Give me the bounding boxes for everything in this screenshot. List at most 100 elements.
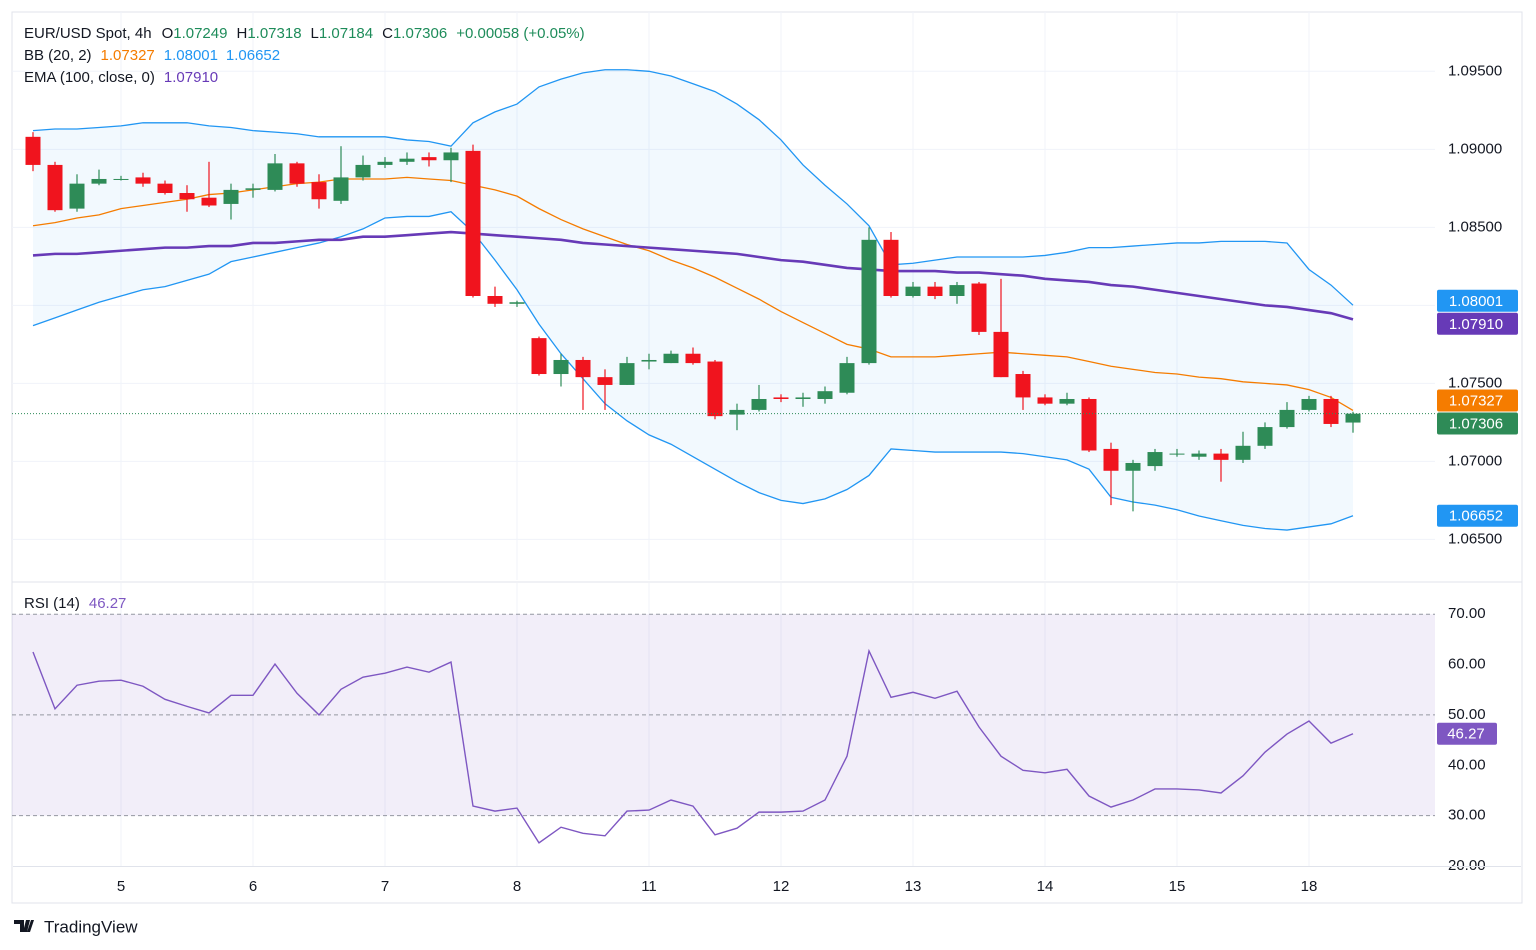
- candle-body: [1213, 453, 1229, 460]
- candle-body: [751, 398, 767, 410]
- candle-body: [1081, 398, 1097, 451]
- rsi-tick-label: 60.00: [1448, 656, 1486, 673]
- candle-body: [267, 163, 283, 190]
- x-tick-label: 6: [249, 878, 257, 895]
- y-tick-label: 1.07500: [1448, 374, 1502, 391]
- open-value: 1.07249: [173, 25, 227, 42]
- change-value: +0.00058 (+0.05%): [456, 25, 584, 42]
- rsi-tick-label: 30.00: [1448, 807, 1486, 824]
- x-tick-label: 12: [773, 878, 790, 895]
- candle-body: [355, 164, 371, 178]
- rsi-tick-label: 70.00: [1448, 605, 1486, 622]
- x-tick-label: 15: [1169, 878, 1186, 895]
- rsi-tag-label: 46.27: [1447, 726, 1485, 743]
- candle-body: [817, 391, 833, 399]
- candle-body: [421, 157, 437, 161]
- candle-body: [135, 177, 151, 184]
- ema-legend: EMA (100, close, 0) 1.07910: [24, 69, 218, 86]
- candle-body: [245, 188, 261, 190]
- rsi-tag: [1437, 722, 1497, 745]
- bb-basis-value: 1.07327: [101, 47, 155, 64]
- x-tick-label: 18: [1301, 878, 1318, 895]
- rsi-line: [32, 648, 1354, 844]
- price-tag: [1437, 504, 1518, 527]
- candle-body: [1323, 398, 1339, 424]
- price-tag-label: 1.07306: [1449, 415, 1503, 432]
- x-tick-label: 8: [513, 878, 521, 895]
- candle-body: [25, 136, 41, 165]
- rsi-value: 46.27: [89, 595, 127, 612]
- candle-body: [157, 183, 173, 194]
- price-tag: [1437, 389, 1518, 412]
- ohlc-label: L: [311, 25, 319, 42]
- y-tick-label: 1.07000: [1448, 452, 1502, 469]
- candle-body: [597, 377, 613, 385]
- ohlc-label: H: [236, 25, 247, 42]
- x-tick-label: 13: [905, 878, 922, 895]
- candle-body: [377, 161, 393, 165]
- x-tick-label: 14: [1037, 878, 1054, 895]
- bb-line: [32, 69, 1354, 306]
- candle-body: [729, 409, 745, 415]
- candle-body: [575, 359, 591, 378]
- candle-body: [795, 397, 811, 399]
- candle-body: [1257, 427, 1273, 446]
- candle-body: [993, 331, 1009, 378]
- rsi-tick-label: 40.00: [1448, 756, 1486, 773]
- y-tick-label: 1.09500: [1448, 62, 1502, 79]
- candle-body: [1015, 374, 1031, 398]
- bb-name: BB (20, 2): [24, 47, 92, 64]
- candle-body: [333, 177, 349, 201]
- x-tick-label: 5: [117, 878, 125, 895]
- candle-body: [179, 193, 195, 200]
- symbol-title: EUR/USD Spot, 4h: [24, 25, 152, 42]
- candle-body: [223, 189, 239, 204]
- bb-legend: BB (20, 2) 1.07327 1.08001 1.06652: [24, 47, 280, 64]
- candle-body: [1059, 398, 1075, 404]
- candle-body: [861, 239, 877, 364]
- candle-body: [927, 286, 943, 296]
- candle-body: [289, 163, 305, 184]
- ohlc-label: C: [382, 25, 393, 42]
- candle-body: [1147, 452, 1163, 467]
- ema-name: EMA (100, close, 0): [24, 69, 155, 86]
- plot-layer: 5 6 7 8 11 12 13 14 15 181.065001.070001.075001.0…: [12, 12, 1521, 895]
- high-value: 1.07318: [247, 25, 301, 42]
- bb-lower-value: 1.06652: [226, 47, 280, 64]
- rsi-tick-label: 50.00: [1448, 706, 1486, 723]
- bb-fill: [33, 69, 1353, 531]
- candle-body: [883, 239, 899, 296]
- candle-body: [1279, 409, 1295, 428]
- candle-body: [641, 359, 657, 362]
- candle-body: [1125, 462, 1141, 471]
- header-ohlc: EUR/USD Spot, 4h O1.07249 H1.07318 L1.07184…: [24, 25, 585, 42]
- x-tick-label: 11: [641, 878, 657, 895]
- low-value: 1.07184: [319, 25, 373, 42]
- candle-body: [311, 182, 327, 200]
- bb-upper-value: 1.08001: [164, 47, 218, 64]
- candle-body: [91, 178, 107, 184]
- candle-body: [1169, 453, 1185, 455]
- candle-body: [773, 397, 789, 399]
- candle-body: [1103, 448, 1119, 471]
- price-tag: [1437, 412, 1518, 435]
- axis-strip: [13, 866, 1521, 867]
- candle-body: [509, 302, 525, 304]
- candle-body: [201, 197, 217, 206]
- candle-body: [399, 158, 415, 162]
- price-tag-label: 1.06652: [1449, 508, 1503, 525]
- logo-icon: [14, 920, 34, 932]
- candle-body: [47, 164, 63, 211]
- candle-body: [443, 152, 459, 161]
- candle-body: [663, 353, 679, 364]
- candle-body: [1191, 453, 1207, 457]
- rsi-name: RSI (14): [24, 595, 80, 612]
- candle-body: [553, 359, 569, 375]
- ohlc-label: O: [162, 25, 174, 42]
- candle-body: [1301, 398, 1317, 410]
- candle-body: [685, 353, 701, 364]
- y-tick-label: 1.09000: [1448, 140, 1502, 157]
- price-tag: [1437, 289, 1518, 312]
- candle-body: [905, 286, 921, 296]
